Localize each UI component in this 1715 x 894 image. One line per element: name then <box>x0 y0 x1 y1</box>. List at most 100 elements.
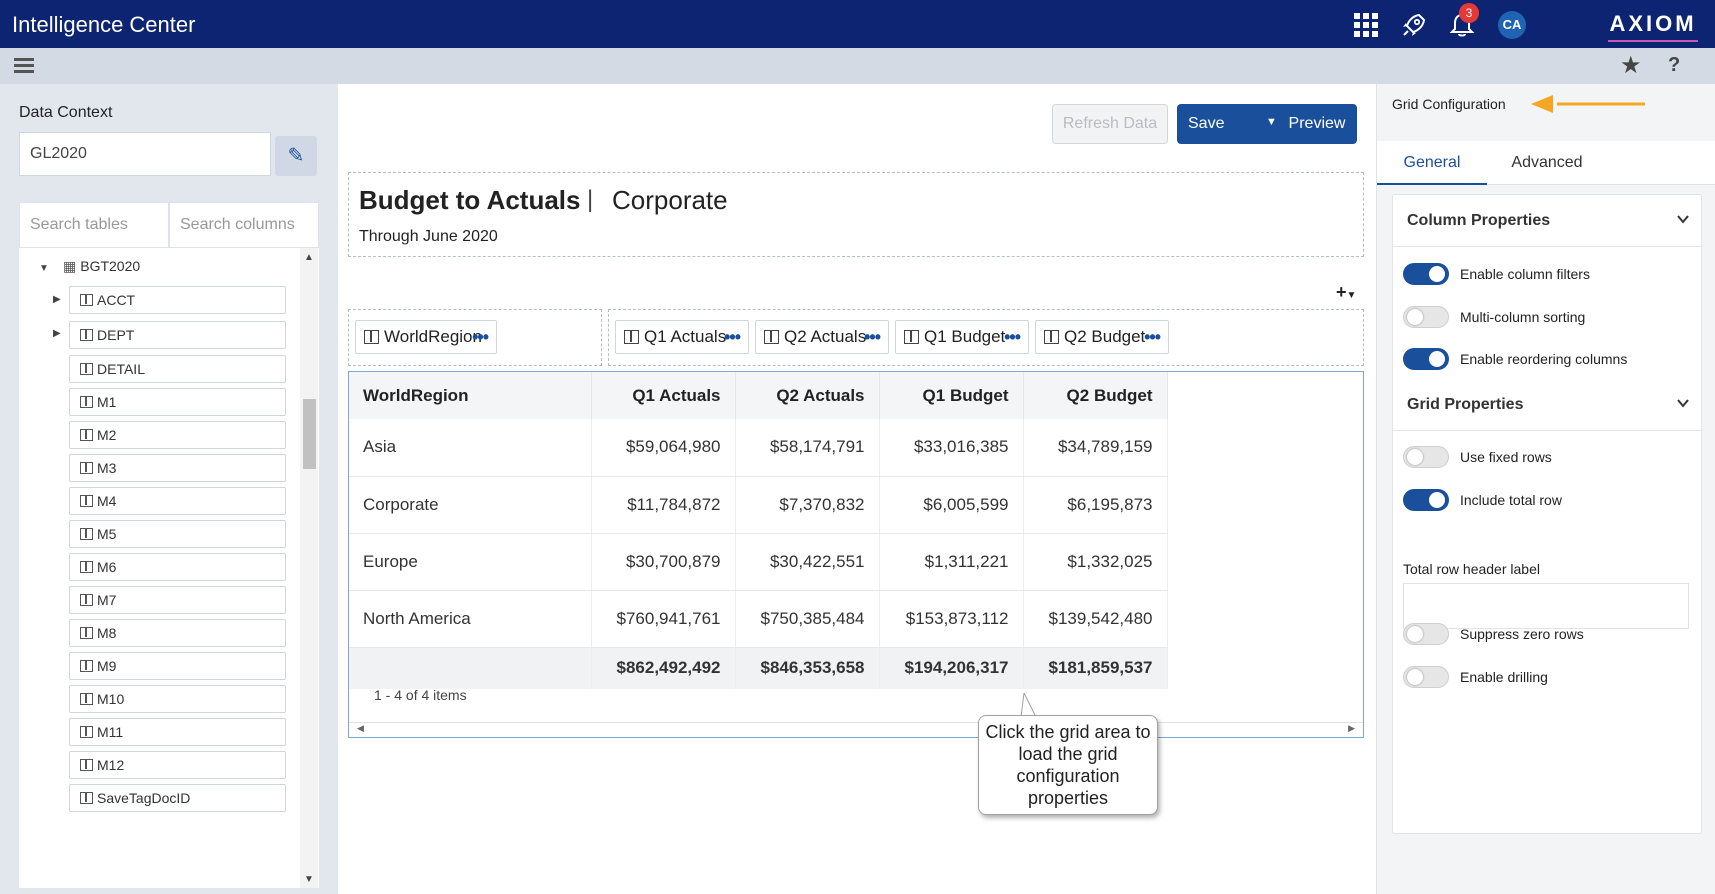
column-table-icon <box>80 363 93 375</box>
grid-properties-header[interactable]: Grid Properties <box>1393 379 1703 431</box>
row-chip-worldregion[interactable]: WorldRegion ••• <box>355 320 497 354</box>
tree-item[interactable]: M9 <box>69 652 286 680</box>
tree-item[interactable]: M4 <box>69 487 286 515</box>
column-table-icon <box>80 329 93 341</box>
report-title-area[interactable]: Budget to Actuals | Corporate Through Ju… <box>348 172 1364 257</box>
section-label: Column Properties <box>1407 212 1551 229</box>
toggle-switch[interactable] <box>1403 348 1449 370</box>
tree-item[interactable]: DETAIL <box>69 355 286 383</box>
tree-item[interactable]: M6 <box>69 553 286 581</box>
more-options-icon[interactable]: ••• <box>1004 327 1021 347</box>
grid-horizontal-scrollbar[interactable]: ◀ ▶ <box>349 722 1363 737</box>
tree-item[interactable]: M12 <box>69 751 286 779</box>
tree-scrollbar-thumb[interactable] <box>303 399 316 469</box>
scroll-left-arrow-icon[interactable]: ◀ <box>357 723 364 733</box>
preview-button[interactable]: Preview <box>1277 104 1357 144</box>
general-settings-card: Column Properties Enable column filters … <box>1392 194 1703 834</box>
toggle-switch[interactable] <box>1403 666 1449 688</box>
total-row-header-input[interactable] <box>1403 583 1689 629</box>
table-row[interactable]: Corporate $11,784,872 $7,370,832 $6,005,… <box>349 476 1168 534</box>
expand-arrow-icon[interactable]: ▶ <box>53 294 61 305</box>
grid-header-row: WorldRegion Q1 Actuals Q2 Actuals Q1 Bud… <box>349 372 1168 419</box>
collapse-caret-icon[interactable]: ▼ <box>39 263 49 274</box>
column-chip-q1-budget[interactable]: Q1 Budget ••• <box>895 320 1029 354</box>
tab-advanced[interactable]: Advanced <box>1511 154 1583 171</box>
column-table-icon <box>80 693 93 705</box>
toggle-switch[interactable] <box>1403 263 1449 285</box>
panel-title: Grid Configuration <box>1392 96 1506 112</box>
column-chip-q2-budget[interactable]: Q2 Budget ••• <box>1035 320 1169 354</box>
edit-pencil-icon[interactable]: ✎ <box>275 136 317 176</box>
toggle-switch[interactable] <box>1403 489 1449 511</box>
axiom-logo: AXIOM <box>1608 8 1698 42</box>
total-row-header-label: Total row header label <box>1403 561 1540 577</box>
help-icon[interactable]: ? <box>1668 54 1681 76</box>
toolbar: ★ ? <box>0 48 1715 84</box>
more-options-icon[interactable]: ••• <box>864 327 881 347</box>
row-dimensions-zone[interactable]: WorldRegion ••• <box>348 309 602 366</box>
rocket-icon[interactable] <box>1400 11 1428 39</box>
search-tables-input[interactable]: Search tables <box>19 202 169 248</box>
column-dimensions-zone[interactable]: Q1 Actuals ••• Q2 Actuals ••• Q1 Budget •••… <box>608 309 1364 366</box>
table-row[interactable]: North America $760,941,761 $750,385,484 … <box>349 590 1168 648</box>
tree-item[interactable]: M11 <box>69 718 286 746</box>
column-properties-header[interactable]: Column Properties <box>1393 195 1703 247</box>
more-options-icon[interactable]: ••• <box>472 327 489 347</box>
data-grid[interactable]: WorldRegion Q1 Actuals Q2 Actuals Q1 Bud… <box>348 371 1364 738</box>
column-header[interactable]: Q1 Actuals <box>591 372 736 419</box>
search-columns-input[interactable]: Search columns <box>169 202 319 248</box>
toggle-switch[interactable] <box>1403 446 1449 468</box>
save-button[interactable]: Save ▼ <box>1177 104 1295 144</box>
table-cell: $7,370,832 <box>735 476 880 534</box>
toggle-switch[interactable] <box>1403 623 1449 645</box>
expand-arrow-icon[interactable]: ▶ <box>53 328 61 339</box>
table-row[interactable]: Europe $30,700,879 $30,422,551 $1,311,22… <box>349 533 1168 591</box>
grid-table: WorldRegion Q1 Actuals Q2 Actuals Q1 Bud… <box>349 372 1168 689</box>
data-context-field[interactable]: GL2020 <box>19 132 271 176</box>
column-chip-q1-actuals[interactable]: Q1 Actuals ••• <box>615 320 749 354</box>
tree-item[interactable]: M3 <box>69 454 286 482</box>
scroll-down-arrow-icon[interactable]: ▼ <box>304 874 314 885</box>
tree-item[interactable]: ACCT <box>69 286 286 314</box>
tab-general[interactable]: General <box>1377 141 1487 185</box>
table-row[interactable]: Asia $59,064,980 $58,174,791 $33,016,385… <box>349 419 1168 477</box>
tree-item[interactable]: M7 <box>69 586 286 614</box>
chevron-down-icon[interactable] <box>1677 397 1689 409</box>
tree-item[interactable]: SaveTagDocID <box>69 784 286 812</box>
add-component-icon[interactable]: +▼ <box>1336 282 1356 303</box>
tree-scrollbar[interactable] <box>300 248 318 888</box>
refresh-data-button[interactable]: Refresh Data <box>1052 104 1168 144</box>
column-header[interactable]: Q2 Budget <box>1023 372 1168 419</box>
tree-item[interactable]: M5 <box>69 520 286 548</box>
toggle-label: Enable drilling <box>1460 669 1548 685</box>
tree-item[interactable]: M1 <box>69 388 286 416</box>
apps-grid-icon[interactable] <box>1354 13 1378 37</box>
chip-label: Q1 Actuals <box>644 327 727 346</box>
tree-item-label: M6 <box>97 559 117 575</box>
chevron-down-icon: ▼ <box>1346 290 1357 301</box>
column-header[interactable]: Q1 Budget <box>879 372 1024 419</box>
hamburger-menu-icon[interactable] <box>14 58 34 74</box>
user-avatar[interactable]: CA <box>1498 11 1526 39</box>
more-options-icon[interactable]: ••• <box>724 327 741 347</box>
scroll-up-arrow-icon[interactable]: ▲ <box>304 252 314 263</box>
grid-pager-text: 1 - 4 of 4 items <box>374 687 467 703</box>
chevron-down-icon[interactable] <box>1677 213 1689 225</box>
column-header[interactable]: Q2 Actuals <box>735 372 880 419</box>
star-icon[interactable]: ★ <box>1620 52 1642 79</box>
save-dropdown-caret-icon[interactable]: ▼ <box>1266 116 1277 128</box>
tree-item[interactable]: M2 <box>69 421 286 449</box>
notification-badge: 3 <box>1459 3 1479 23</box>
tree-root-item[interactable]: ▼ ▦ BGT2020 <box>39 258 140 275</box>
tree-item[interactable]: DEPT <box>69 321 286 349</box>
toggle-switch[interactable] <box>1403 306 1449 328</box>
tree-item-label: DETAIL <box>97 361 145 377</box>
tree-item[interactable]: M10 <box>69 685 286 713</box>
more-options-icon[interactable]: ••• <box>1144 327 1161 347</box>
column-header[interactable]: WorldRegion <box>349 372 592 419</box>
scroll-right-arrow-icon[interactable]: ▶ <box>1348 723 1355 733</box>
tree-item[interactable]: M8 <box>69 619 286 647</box>
total-row: $862,492,492 $846,353,658 $194,206,317 $… <box>349 647 1168 689</box>
column-chip-q2-actuals[interactable]: Q2 Actuals ••• <box>755 320 889 354</box>
table-cell: Europe <box>349 533 592 591</box>
